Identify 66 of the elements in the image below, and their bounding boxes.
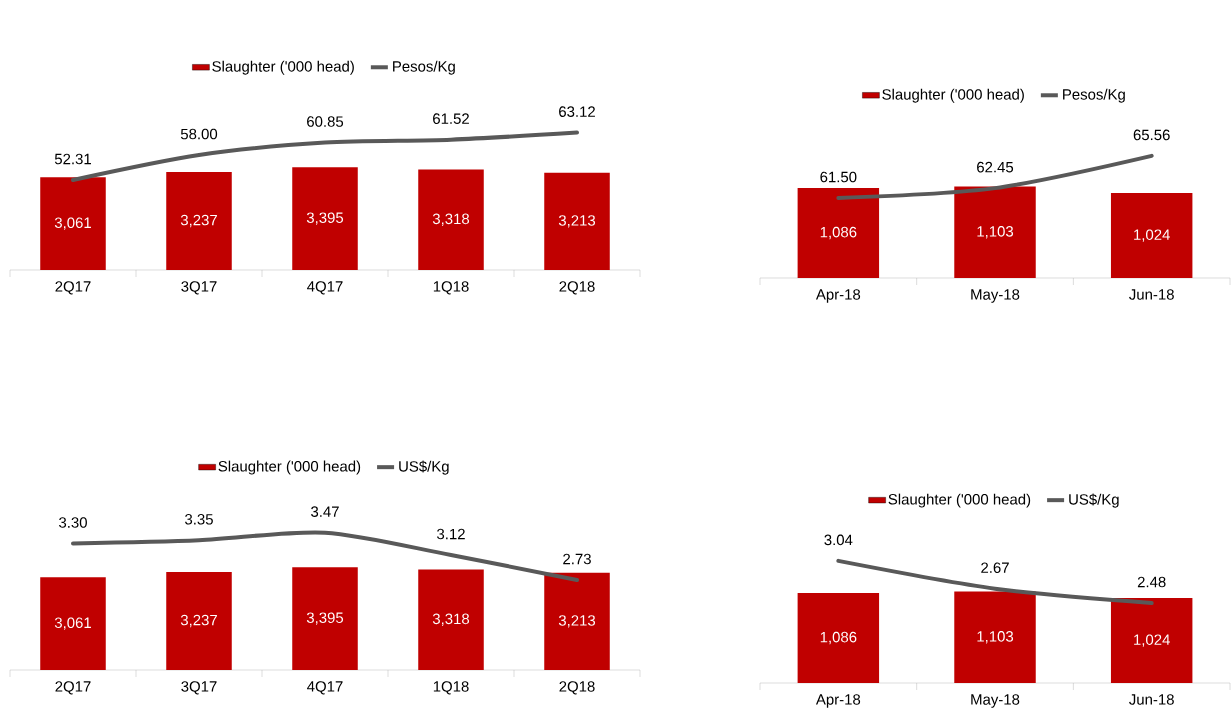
- bar: [40, 177, 106, 270]
- x-tick-label: May-18: [971, 289, 1020, 303]
- x-tick-label: 2Q17: [55, 281, 91, 295]
- bar: [544, 172, 610, 270]
- data-label: 1,086: [820, 226, 857, 240]
- data-label: 61.52: [433, 113, 469, 124]
- data-label: 1,024: [1134, 229, 1170, 242]
- x-tick-label: 4Q17: [307, 281, 343, 295]
- x-tick-label: Jun-18: [1129, 289, 1174, 300]
- data-label: 3.04: [824, 534, 853, 546]
- bar: [418, 169, 484, 270]
- data-label: 2.67: [981, 562, 1009, 574]
- data-label: 3.47: [311, 506, 339, 517]
- x-tick-label: 3Q17: [181, 281, 217, 295]
- bar: [166, 171, 232, 270]
- x-tick-label: 1Q18: [433, 681, 469, 695]
- x-tick-label: Jun-18: [1129, 694, 1174, 705]
- bar: [292, 567, 358, 670]
- bar: [40, 577, 106, 670]
- x-tick-label: 3Q17: [181, 681, 217, 695]
- data-label: 3.35: [185, 514, 213, 525]
- data-label: 3.30: [59, 517, 87, 528]
- x-tick-label: 4Q17: [307, 681, 343, 695]
- data-label: 2.73: [563, 553, 591, 565]
- x-tick-label: 2Q17: [55, 681, 91, 695]
- data-label: 3,318: [432, 613, 470, 626]
- data-label: 1,103: [977, 226, 1014, 239]
- data-label: 3,395: [306, 212, 344, 225]
- data-label: 2.48: [1137, 576, 1166, 588]
- legend-label: Slaughter ('000 head): [212, 60, 354, 75]
- x-tick-label: Apr-18: [815, 289, 861, 303]
- data-label: 3,237: [180, 614, 217, 628]
- data-label: 65.56: [1133, 129, 1170, 141]
- data-label: 61.50: [820, 171, 857, 183]
- data-label: 1,103: [977, 631, 1014, 644]
- legend-label: Slaughter ('000 head): [882, 88, 1024, 103]
- bar: [292, 167, 358, 270]
- legend-label: US$/Kg: [1069, 493, 1119, 508]
- legend-label: Pesos/Kg: [1063, 88, 1125, 103]
- data-label: 3,213: [558, 215, 596, 228]
- data-label: 3,061: [54, 217, 91, 230]
- legend-label: Slaughter ('000 head): [888, 493, 1031, 508]
- data-label: 3,061: [54, 617, 91, 630]
- legend-label: Slaughter ('000 head): [218, 460, 361, 475]
- data-label: 52.31: [54, 153, 91, 165]
- bar: [166, 571, 232, 670]
- x-tick-label: May-18: [971, 694, 1020, 708]
- data-label: 58.00: [180, 128, 218, 140]
- x-tick-label: 2Q18: [559, 281, 595, 295]
- legend-label: Pesos/Kg: [393, 60, 455, 75]
- data-label: 3,318: [432, 213, 470, 226]
- bar: [544, 572, 610, 670]
- data-label: 1,086: [820, 631, 857, 645]
- data-label: 63.12: [559, 106, 595, 117]
- x-tick-label: 2Q18: [559, 681, 595, 695]
- data-label: 1,024: [1134, 634, 1170, 647]
- x-tick-label: Apr-18: [815, 694, 861, 708]
- data-label: 3.12: [437, 528, 465, 540]
- bar: [418, 569, 484, 670]
- data-label: 62.45: [977, 161, 1014, 173]
- x-tick-label: 1Q18: [433, 281, 469, 295]
- data-label: 3,395: [306, 612, 344, 625]
- data-label: 3,237: [180, 214, 217, 228]
- legend-label: US$/Kg: [399, 460, 449, 475]
- data-label: 60.85: [307, 116, 344, 127]
- data-label: 3,213: [558, 615, 596, 628]
